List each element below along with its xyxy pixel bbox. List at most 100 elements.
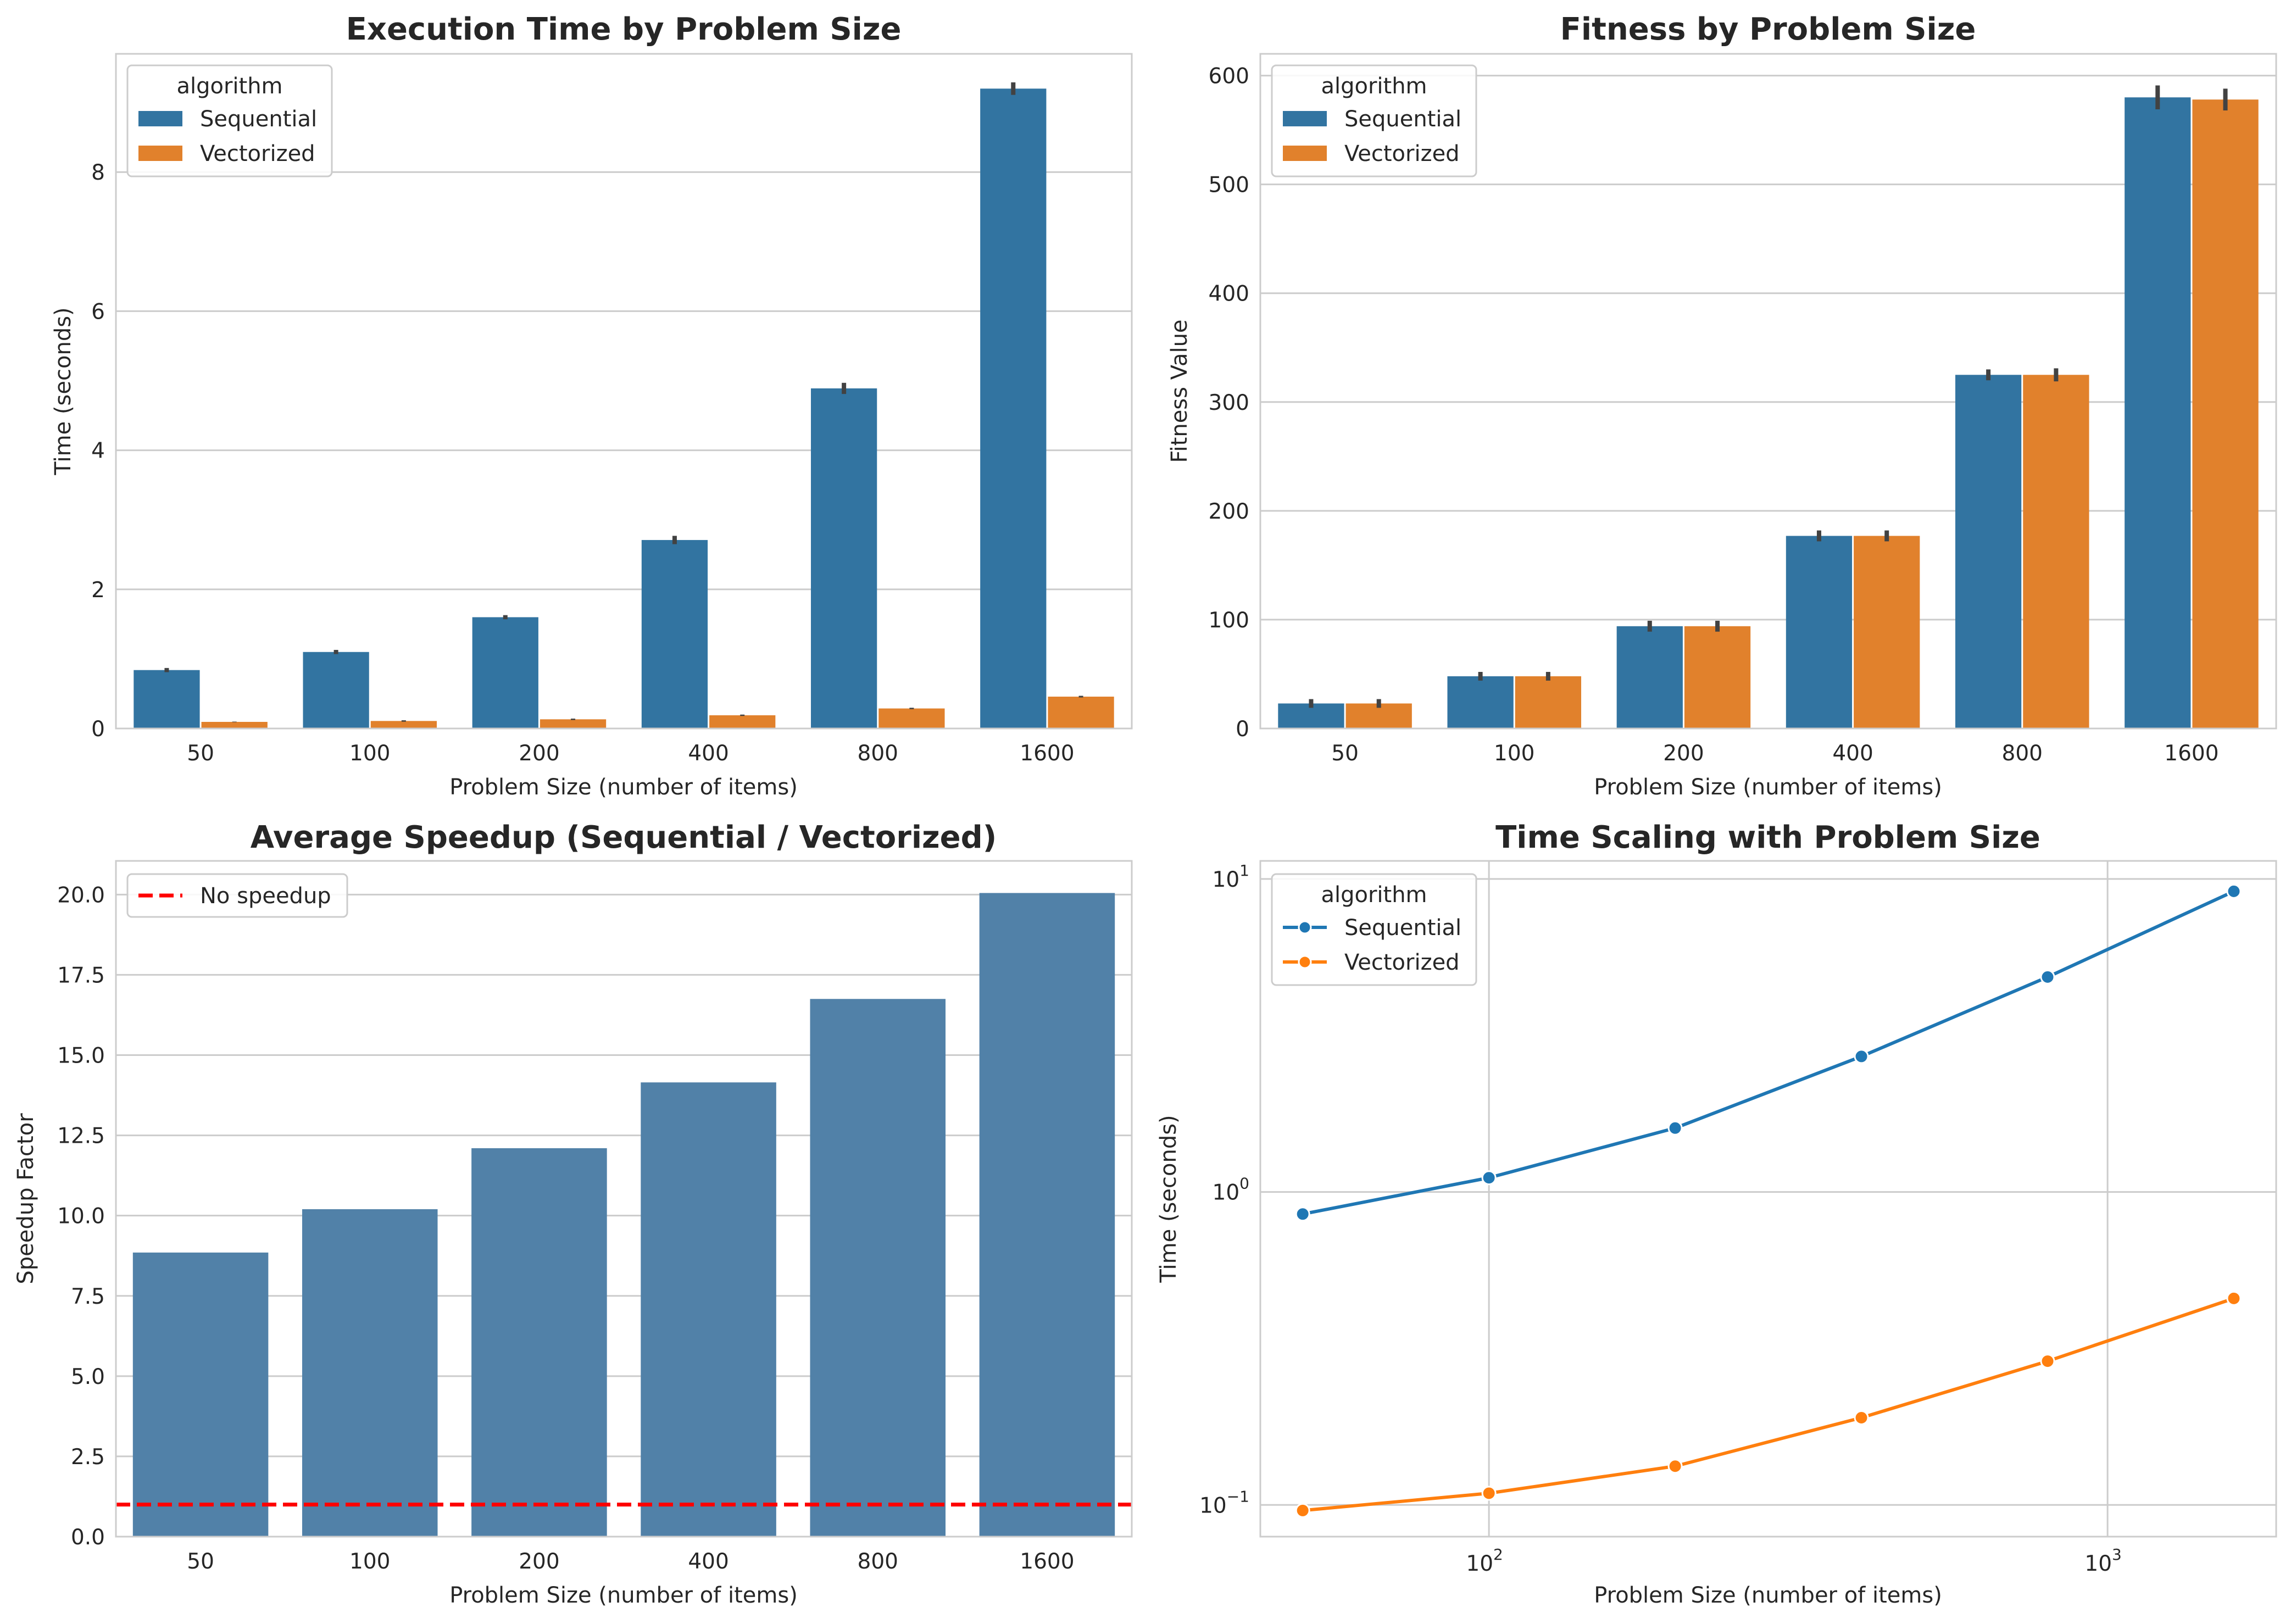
speedup-legend: No speedup <box>126 873 348 918</box>
x-tick-label: 100 <box>349 1549 390 1574</box>
execution-time-legend: algorithm Sequential Vectorized <box>126 64 333 177</box>
point-vectorized-200 <box>1667 1459 1683 1474</box>
y-tick-label: 0 <box>1236 717 1249 742</box>
bar-speedup-400 <box>641 1082 776 1537</box>
y-tick-label: 6 <box>91 299 105 324</box>
point-sequential-200 <box>1667 1120 1683 1136</box>
y-tick-label: 20.0 <box>57 883 105 908</box>
x-tick-label: 400 <box>688 1549 729 1574</box>
time-scaling-y-label: Time (seconds) <box>1156 1115 1181 1283</box>
legend-label-vectorized: Vectorized <box>200 141 315 166</box>
bar-sequential-800 <box>810 388 877 728</box>
x-tick-label: 800 <box>858 741 898 766</box>
legend-label-sequential: Sequential <box>1344 107 1461 132</box>
legend-label-sequential: Sequential <box>1344 915 1461 941</box>
fitness-legend: algorithm Sequential Vectorized <box>1271 64 1477 177</box>
x-tick-label: 102 <box>1466 1545 1503 1576</box>
y-tick-label: 10.0 <box>57 1204 105 1229</box>
bar-vectorized-400 <box>1854 536 1920 728</box>
x-tick-label: 100 <box>349 741 390 766</box>
y-tick-label: 200 <box>1209 499 1249 524</box>
point-sequential-400 <box>1854 1049 1869 1064</box>
y-tick-label: 2.5 <box>71 1445 105 1470</box>
x-tick-label: 800 <box>2002 741 2043 766</box>
fitness-chart: Fitness by Problem Size Problem Size (nu… <box>1167 12 2277 800</box>
fitness-plot-frame <box>1259 53 2277 730</box>
y-tick-label: 400 <box>1209 282 1249 307</box>
line-vectorized <box>1302 1297 2234 1512</box>
x-tick-label: 100 <box>1494 741 1534 766</box>
legend-swatch-sequential <box>138 111 182 126</box>
legend-title: algorithm <box>1321 74 1427 99</box>
point-vectorized-100 <box>1481 1486 1497 1501</box>
y-tick-label: 10−1 <box>1199 1487 1249 1518</box>
bar-sequential-800 <box>1955 375 2022 728</box>
bar-sequential-200 <box>1616 626 1683 728</box>
y-tick-label: 12.5 <box>57 1124 105 1149</box>
y-tick-label: 100 <box>1213 1175 1249 1205</box>
legend-swatch-vectorized <box>1283 146 1327 161</box>
bar-vectorized-800 <box>878 708 945 728</box>
time-scaling-plot-frame <box>1259 860 2277 1538</box>
bar-vectorized-400 <box>709 715 776 728</box>
speedup-chart: Average Speedup (Sequential / Vectorized… <box>13 820 1133 1608</box>
bar-sequential-1600 <box>980 88 1047 729</box>
time-scaling-title: Time Scaling with Problem Size <box>1495 820 2040 855</box>
bar-sequential-400 <box>641 540 708 728</box>
legend-label-vectorized: Vectorized <box>1344 141 1460 166</box>
execution-time-plot-frame <box>115 53 1133 730</box>
execution-time-y-label: Time (seconds) <box>51 307 76 475</box>
bar-sequential-200 <box>472 617 538 728</box>
fitness-x-label: Problem Size (number of items) <box>1594 775 1942 800</box>
x-tick-label: 1600 <box>1020 1549 1074 1574</box>
x-tick-label: 50 <box>187 1549 214 1574</box>
bar-vectorized-800 <box>2023 375 2089 728</box>
bar-speedup-1600 <box>979 893 1115 1537</box>
legend-swatch-vectorized <box>138 146 182 161</box>
x-tick-label: 50 <box>187 741 214 766</box>
x-tick-label: 50 <box>1331 741 1359 766</box>
time-scaling-x-label: Problem Size (number of items) <box>1594 1583 1942 1608</box>
time-scaling-chart: Time Scaling with Problem Size Problem S… <box>1156 820 2277 1608</box>
y-tick-label: 15.0 <box>57 1044 105 1069</box>
bar-sequential-50 <box>134 670 200 728</box>
y-tick-label: 101 <box>1213 861 1249 892</box>
bar-vectorized-100 <box>370 721 437 728</box>
bar-speedup-50 <box>132 1252 269 1537</box>
point-sequential-50 <box>1295 1206 1310 1222</box>
point-sequential-1600 <box>2226 883 2242 899</box>
legend-marker-vectorized <box>1298 955 1312 969</box>
bar-vectorized-100 <box>1515 676 1582 728</box>
bar-speedup-800 <box>810 999 946 1537</box>
bar-vectorized-50 <box>201 721 268 728</box>
y-tick-label: 5.0 <box>71 1365 105 1389</box>
y-tick-label: 8 <box>91 160 105 185</box>
fitness-title: Fitness by Problem Size <box>1560 12 1976 47</box>
bar-sequential-1600 <box>2125 97 2191 728</box>
y-tick-label: 7.5 <box>71 1284 105 1309</box>
bar-speedup-200 <box>471 1148 607 1537</box>
point-vectorized-800 <box>2040 1354 2055 1369</box>
legend-swatch-sequential <box>1283 111 1327 126</box>
point-vectorized-50 <box>1295 1503 1310 1518</box>
bar-sequential-100 <box>1447 676 1514 728</box>
y-tick-label: 17.5 <box>57 963 105 988</box>
speedup-title: Average Speedup (Sequential / Vectorized… <box>251 820 997 855</box>
bar-sequential-400 <box>1786 536 1853 728</box>
y-tick-label: 100 <box>1209 608 1249 633</box>
bar-vectorized-200 <box>540 719 607 728</box>
legend-title: algorithm <box>176 74 282 99</box>
y-tick-label: 600 <box>1209 64 1249 89</box>
point-vectorized-1600 <box>2226 1291 2242 1306</box>
bar-speedup-100 <box>302 1209 438 1537</box>
legend-label-vectorized: Vectorized <box>1344 950 1460 975</box>
legend-label-no-speedup: No speedup <box>200 883 331 909</box>
x-tick-label: 200 <box>1663 741 1704 766</box>
y-tick-label: 2 <box>91 578 105 603</box>
x-tick-label: 400 <box>1832 741 1873 766</box>
bar-vectorized-1600 <box>2192 99 2259 728</box>
x-tick-label: 800 <box>858 1549 898 1574</box>
x-tick-label: 103 <box>2084 1545 2121 1576</box>
y-tick-label: 500 <box>1209 173 1249 198</box>
x-tick-label: 200 <box>519 741 559 766</box>
